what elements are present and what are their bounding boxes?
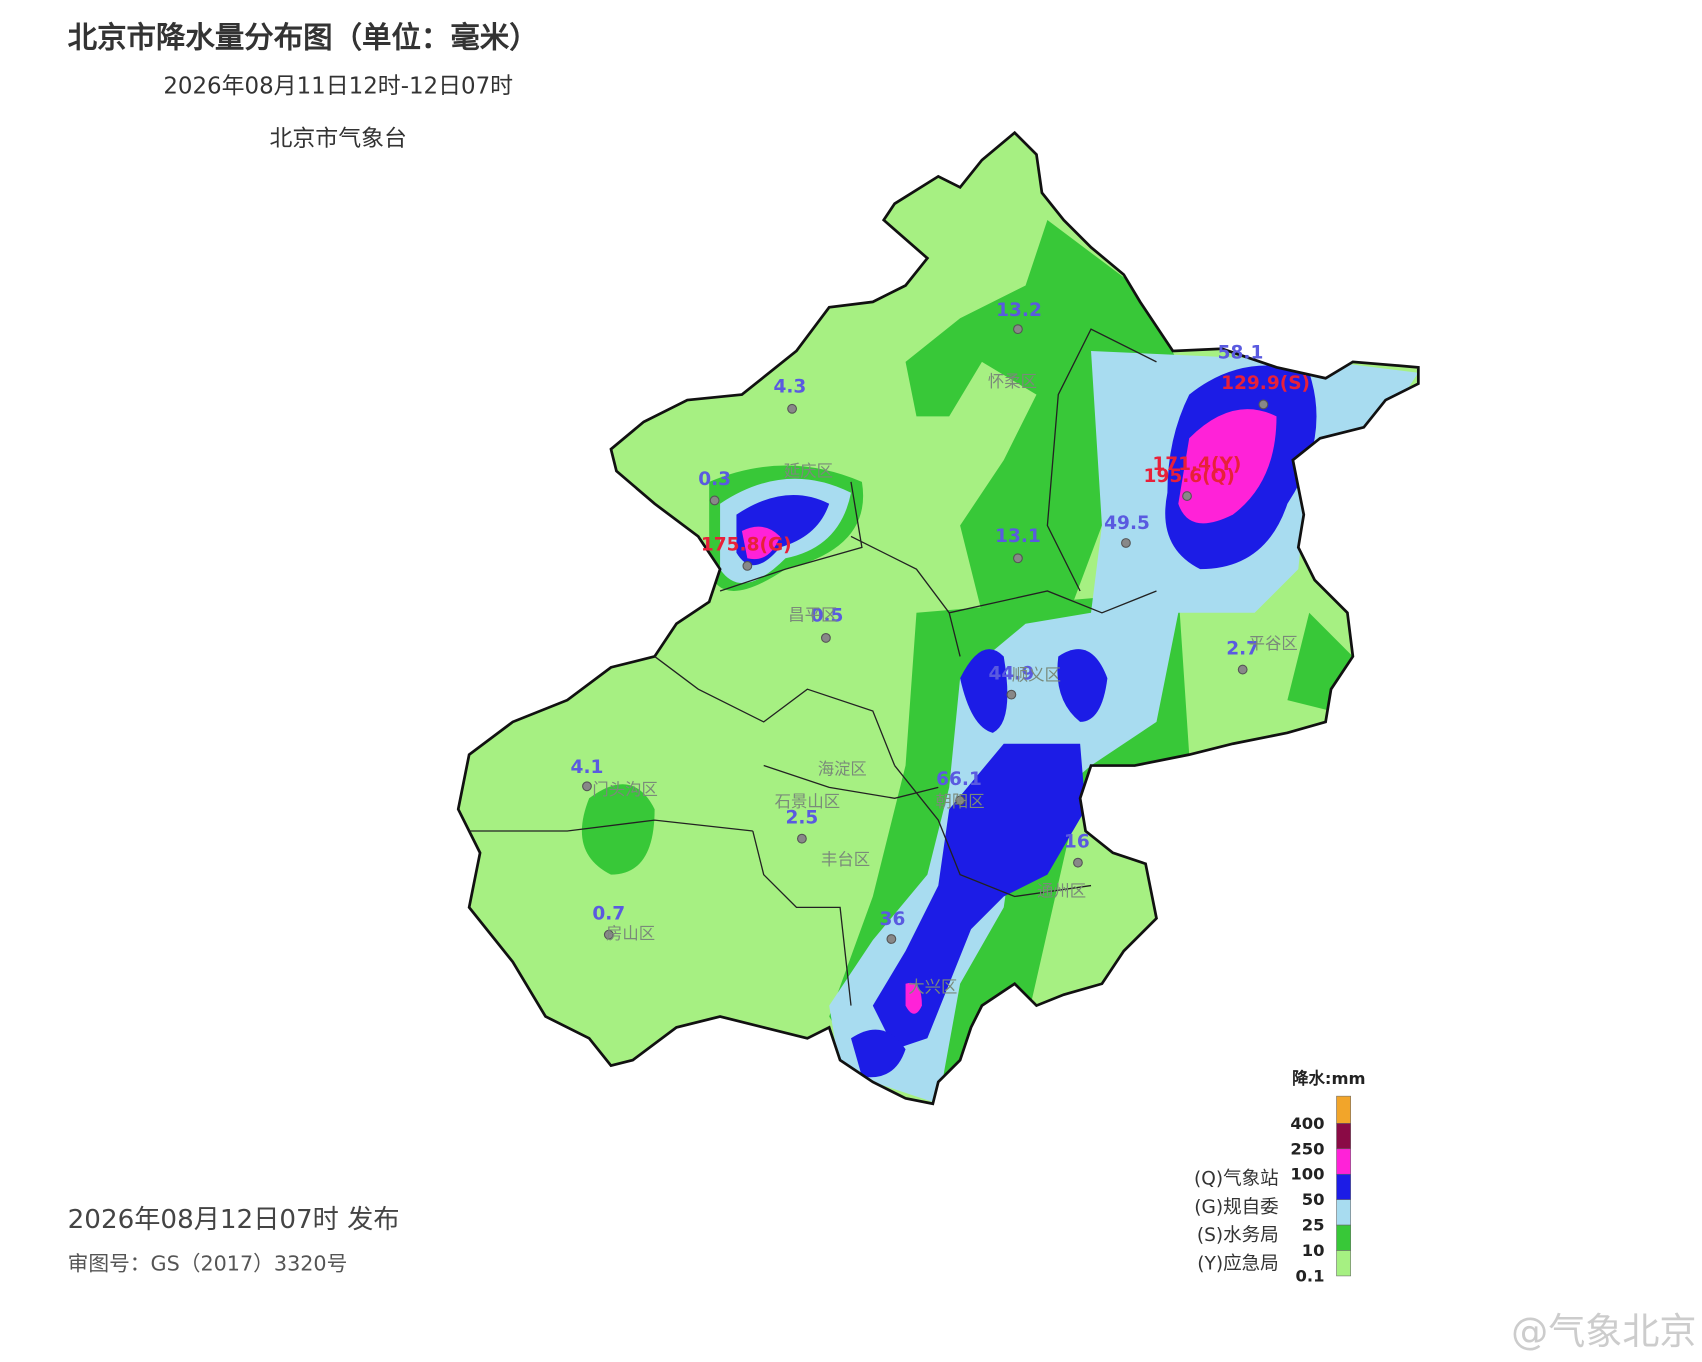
legend: 降水:mm 400 250 100 50 25 10 0.1 (Q)气象站 (G)规自委 (S)水… [1194, 1069, 1366, 1285]
district-label: 顺义区 [1012, 665, 1061, 684]
district-label: 丰台区 [821, 850, 870, 869]
station-label: 58.1 [1218, 343, 1264, 364]
station-dot [582, 781, 592, 792]
station-dot [886, 934, 897, 944]
station-dot [955, 795, 966, 806]
station-label: 4.1 [571, 757, 604, 778]
legend-swatch [1336, 1123, 1351, 1150]
legend-swatch [1336, 1173, 1351, 1200]
issued: 2026年08月12日07时 发布 [68, 1205, 400, 1235]
district-label: 石景山区 [775, 792, 840, 811]
station-dot [820, 632, 831, 643]
station-dot [742, 560, 753, 571]
legend-source: (Q)气象站 [1194, 1169, 1279, 1190]
station-label: 0.5 [811, 606, 844, 627]
station-label: 44.9 [989, 663, 1035, 684]
district-label: 昌平区 [788, 605, 837, 624]
district-label: 平谷区 [1249, 634, 1298, 653]
station-dot [796, 833, 807, 844]
station-label: 13.2 [996, 300, 1042, 321]
station-dot [1073, 857, 1083, 868]
station-label: 0.7 [592, 903, 625, 924]
legend-swatch [1336, 1199, 1351, 1226]
district-label: 朝阳区 [936, 792, 985, 811]
station-dot [1013, 324, 1023, 335]
station-dot [1258, 399, 1269, 410]
legend-level: 100 [1290, 1165, 1324, 1184]
station-label: 16 [1064, 831, 1090, 852]
legend-level: 50 [1302, 1190, 1325, 1209]
agency: 北京市气象台 [269, 126, 406, 152]
district-label: 通州区 [1037, 881, 1086, 900]
station-label: 66.1 [936, 769, 982, 790]
station-label: 129.9(S) [1221, 373, 1310, 394]
station-dot [1013, 553, 1023, 564]
station-label: 36 [880, 909, 906, 930]
legend-title: 降水:mm [1292, 1069, 1365, 1088]
district-label: 海淀区 [818, 759, 867, 778]
legend-level: 0.1 [1296, 1266, 1325, 1285]
station-dot [1121, 538, 1131, 548]
district-label: 房山区 [606, 924, 655, 943]
legend-swatch [1336, 1250, 1351, 1277]
district-label: 大兴区 [908, 977, 957, 996]
approval: 审图号：GS（2017）3320号 [68, 1252, 348, 1276]
legend-level: 10 [1302, 1241, 1325, 1260]
station-dot [1237, 664, 1248, 675]
legend-source: (S)水务局 [1197, 1225, 1279, 1246]
station-dot [787, 403, 797, 414]
legend-swatch [1336, 1224, 1351, 1251]
station-label: 0.3 [698, 469, 731, 490]
legend-level: 400 [1290, 1114, 1324, 1133]
period: 2026年08月11日12时-12日07时 [163, 73, 513, 99]
station-label: 195.6(Q) [1144, 466, 1235, 487]
legend-level: 25 [1302, 1216, 1325, 1235]
district-label: 怀柔区 [988, 372, 1037, 391]
station-label: 171.4(Y) [1152, 454, 1241, 475]
legend-source: (G)规自委 [1194, 1197, 1278, 1218]
station-dot [603, 929, 614, 940]
legend-source: (Y)应急局 [1197, 1254, 1278, 1275]
station-label: 2.5 [785, 807, 818, 828]
stations: 13.2 4.3 0.3 175.8(G) 0.5 13.1 49.5 58.1 129.9(S… [571, 300, 1310, 944]
district-label: 门头沟区 [592, 780, 657, 799]
station-dot [1006, 689, 1017, 700]
station-label: 49.5 [1104, 513, 1150, 534]
legend-swatch [1336, 1095, 1351, 1124]
station-label: 4.3 [773, 376, 806, 397]
station-label: 2.7 [1226, 638, 1259, 659]
watermark: @气象北京 [1511, 1310, 1696, 1353]
station-label: 175.8(G) [701, 535, 792, 556]
title: 北京市降水量分布图（单位：毫米） [68, 21, 539, 55]
legend-swatch [1336, 1148, 1351, 1175]
legend-level: 250 [1290, 1139, 1324, 1158]
station-label: 13.1 [995, 526, 1041, 547]
district-label: 延庆区 [784, 461, 833, 480]
station-dot [1182, 491, 1192, 501]
station-dot [709, 495, 720, 506]
